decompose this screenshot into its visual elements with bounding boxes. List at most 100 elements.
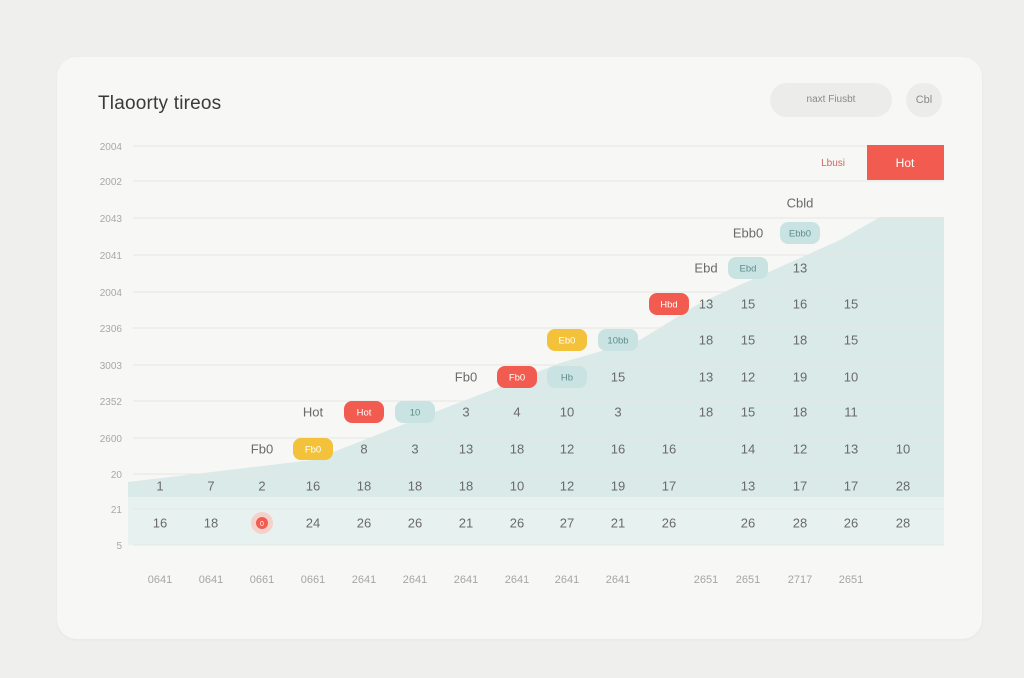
cell-value: 26 <box>510 516 524 531</box>
cell-badge-label: Ebb0 <box>789 229 811 240</box>
cell-value: Ebb0 <box>733 226 763 241</box>
cell-value: 13 <box>459 442 473 457</box>
cell-value: 10 <box>896 442 910 457</box>
cell-value: 26 <box>741 516 755 531</box>
highlight-marker <box>256 517 268 529</box>
x-tick-label: 2641 <box>505 574 529 586</box>
y-tick-label: 20 <box>111 470 123 481</box>
cell-value: 17 <box>844 479 858 494</box>
cell-value: 8 <box>360 442 367 457</box>
cell-badge <box>649 293 689 315</box>
cell-value: 18 <box>699 405 713 420</box>
cell-value: 18 <box>357 479 371 494</box>
y-tick-label: 2600 <box>100 434 123 445</box>
cell-value: 26 <box>408 516 422 531</box>
y-tick-label: 2004 <box>100 288 123 299</box>
cell-value: 18 <box>408 479 422 494</box>
x-tick-label: 2641 <box>454 574 478 586</box>
cell-badge-label: Eb0 <box>559 336 576 347</box>
cell-value: 19 <box>793 370 807 385</box>
x-tick-label: 2651 <box>694 574 718 586</box>
cell-value: 1 <box>156 479 163 494</box>
y-tick-label: 3003 <box>100 361 123 372</box>
cell-value: Fb0 <box>251 442 273 457</box>
range-selector[interactable]: naxt Fiusbt <box>770 83 892 117</box>
cell-badge-label: Hot <box>357 408 372 419</box>
cell-badge <box>598 329 638 351</box>
y-tick-label: 5 <box>116 541 122 552</box>
legend-hot-label: Hot <box>896 156 915 170</box>
cell-value: 10 <box>560 405 574 420</box>
y-tick-label: 2002 <box>100 177 123 188</box>
cell-value: 12 <box>560 479 574 494</box>
highlight-marker-label: 0 <box>260 521 264 528</box>
cell-value: 15 <box>611 370 625 385</box>
x-tick-label: 0641 <box>148 574 172 586</box>
cell-value: 28 <box>896 479 910 494</box>
y-tick-label: 2352 <box>100 397 123 408</box>
cell-value: 16 <box>611 442 625 457</box>
cell-value: 15 <box>741 333 755 348</box>
cell-value: 18 <box>204 516 218 531</box>
cell-badge-label: 10bb <box>607 336 628 347</box>
cell-value: 15 <box>844 297 858 312</box>
cell-value: 18 <box>793 405 807 420</box>
cell-value: 17 <box>662 479 676 494</box>
x-tick-label: 2641 <box>352 574 376 586</box>
cell-value: 17 <box>793 479 807 494</box>
x-tick-label: 2651 <box>839 574 863 586</box>
cell-badge <box>547 329 587 351</box>
cell-value: 12 <box>793 442 807 457</box>
cell-badge <box>344 401 384 423</box>
cell-value: 18 <box>459 479 473 494</box>
cell-badge <box>780 222 820 244</box>
cell-value: Ebd <box>694 261 717 276</box>
x-tick-label: 0661 <box>250 574 274 586</box>
cell-value: 18 <box>793 333 807 348</box>
y-tick-label: 2004 <box>100 142 123 153</box>
cell-value: 3 <box>462 405 469 420</box>
cell-value: 13 <box>844 442 858 457</box>
cell-value: 7 <box>207 479 214 494</box>
cell-value: 12 <box>560 442 574 457</box>
legend-hot-button <box>867 145 944 180</box>
x-tick-label: 2641 <box>403 574 427 586</box>
cell-value: Hot <box>303 405 324 420</box>
y-tick-label: 2041 <box>100 251 123 262</box>
cell-value: 16 <box>662 442 676 457</box>
cell-value: 13 <box>699 370 713 385</box>
cell-value: 15 <box>741 405 755 420</box>
cell-value: 26 <box>357 516 371 531</box>
cell-badge-label: Hbd <box>660 300 677 311</box>
cell-value: 4 <box>513 405 520 420</box>
cell-value: 28 <box>793 516 807 531</box>
y-tick-label: 2306 <box>100 324 123 335</box>
cell-value: 13 <box>699 297 713 312</box>
cell-badge <box>395 401 435 423</box>
cell-value: 26 <box>662 516 676 531</box>
cell-value: 24 <box>306 516 320 531</box>
x-tick-label: 2641 <box>606 574 630 586</box>
cell-badge-label: Hb <box>561 373 573 384</box>
cell-badge <box>293 438 333 460</box>
cell-value: 27 <box>560 516 574 531</box>
cell-value: Cbld <box>787 196 814 211</box>
cell-value: 21 <box>459 516 473 531</box>
cell-value: 14 <box>741 442 755 457</box>
cell-value: 15 <box>844 333 858 348</box>
x-tick-label: 0641 <box>199 574 223 586</box>
cell-value: 13 <box>741 479 755 494</box>
legend-label: Lbusi <box>821 158 845 169</box>
cell-value: 10 <box>844 370 858 385</box>
baseline-band <box>128 497 944 545</box>
cell-value: Fb0 <box>455 370 477 385</box>
y-tick-label: 21 <box>111 505 123 516</box>
cell-value: 18 <box>510 442 524 457</box>
cell-badge-label: Fb0 <box>509 373 525 384</box>
cell-value: 28 <box>896 516 910 531</box>
cell-value: 19 <box>611 479 625 494</box>
y-tick-label: 2043 <box>100 214 123 225</box>
options-button[interactable]: Cbl <box>906 83 942 117</box>
cell-value: 2 <box>258 479 265 494</box>
